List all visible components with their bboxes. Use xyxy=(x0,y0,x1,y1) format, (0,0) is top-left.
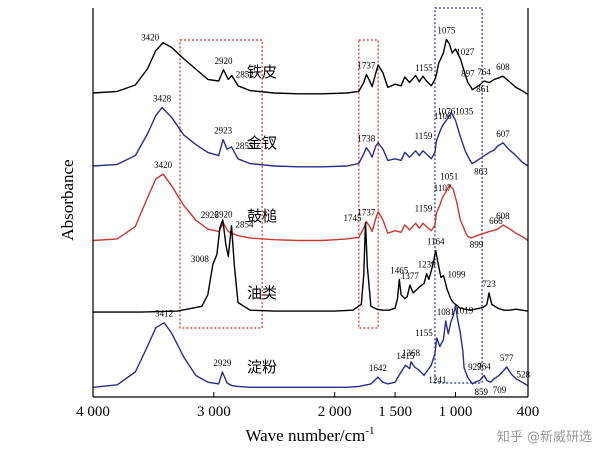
peak-label-2923: 2923 xyxy=(214,126,233,136)
x-tick-label: 1 500 xyxy=(378,404,412,420)
peak-label-2920: 2920 xyxy=(215,209,234,219)
series-label-5: 淀粉 xyxy=(247,358,277,376)
x-tick-label: 3 000 xyxy=(197,404,231,420)
peak-label-608: 608 xyxy=(496,62,510,72)
peak-label-1076: 1076 xyxy=(437,106,456,116)
peak-label-929: 929 xyxy=(468,362,482,372)
peak-label-1035: 1035 xyxy=(455,106,474,116)
peak-label-1737: 1737 xyxy=(357,61,376,71)
peak-label-1738: 1738 xyxy=(357,134,376,144)
peak-label-1155: 1155 xyxy=(415,63,433,73)
x-tick-label: 1 000 xyxy=(439,404,473,420)
peak-label-1745: 1745 xyxy=(344,213,363,223)
x-axis-title-text: Wave number/cm xyxy=(245,426,365,445)
peak-label-1368: 1368 xyxy=(402,348,421,358)
peak-label-899: 899 xyxy=(470,239,484,249)
series-line-3 xyxy=(92,173,529,242)
peak-label-2920: 2920 xyxy=(215,56,234,66)
series-line-5 xyxy=(92,305,529,388)
series-label-3: 鼓槌 xyxy=(247,207,277,225)
series-line-1 xyxy=(92,38,529,96)
highlight-region-2 xyxy=(358,39,379,329)
highlight-regions xyxy=(179,7,483,384)
peak-label-861: 861 xyxy=(476,84,490,94)
peak-label-608: 608 xyxy=(496,211,510,221)
peak-label-1051: 1051 xyxy=(440,172,458,182)
peak-label-1159: 1159 xyxy=(415,204,433,214)
x-ticks: 4 000 3 000 2 000 1 500 1 000 400 xyxy=(76,392,539,420)
peak-label-2852: 2852 xyxy=(236,69,254,79)
peak-label-1642: 1642 xyxy=(369,363,387,373)
peak-label-2926: 2926 xyxy=(201,210,220,220)
peak-label-2929: 2929 xyxy=(213,358,232,368)
peak-label-1377: 1377 xyxy=(401,271,420,281)
peak-label-3412: 3412 xyxy=(155,309,173,319)
peak-label-607: 607 xyxy=(496,129,510,139)
axes: 4 000 3 000 2 000 1 500 1 000 400 Wave number… xyxy=(58,8,539,445)
peak-label-1241: 1241 xyxy=(428,375,446,385)
peak-label-3008: 3008 xyxy=(191,254,210,264)
peak-label-3420: 3420 xyxy=(154,160,173,170)
series-line-2 xyxy=(92,106,529,168)
series-label-1: 铁皮 xyxy=(247,63,277,81)
peak-label-1465: 1465 xyxy=(390,265,409,275)
peak-label-1027: 1027 xyxy=(456,47,475,57)
peak-label-1415: 1415 xyxy=(396,351,415,361)
series-label-2: 金钗 xyxy=(247,134,277,152)
peak-label-2855: 2855 xyxy=(235,141,254,151)
x-axis-title-sup: -1 xyxy=(365,425,374,437)
y-axis-title: Absorbance xyxy=(58,159,77,240)
peak-label-1164: 1164 xyxy=(427,237,445,247)
spectra-series xyxy=(92,38,529,388)
peak-label-1159: 1159 xyxy=(415,131,433,141)
peak-label-1075: 1075 xyxy=(437,25,456,35)
x-tick-label: 2 000 xyxy=(318,404,352,420)
peak-label-577: 577 xyxy=(500,353,514,363)
peak-label-2854: 2854 xyxy=(236,220,255,230)
peak-label-723: 723 xyxy=(482,279,496,289)
peak-label-1155: 1155 xyxy=(415,328,433,338)
peak-label-709: 709 xyxy=(493,385,507,395)
peak-label-764: 764 xyxy=(477,67,491,77)
peak-label-863: 863 xyxy=(474,167,488,177)
peak-label-859: 859 xyxy=(475,387,489,397)
peak-label-1737: 1737 xyxy=(357,208,376,218)
x-tick-label: 400 xyxy=(517,404,540,420)
peak-label-764: 764 xyxy=(477,361,491,371)
peak-label-3420: 3420 xyxy=(141,33,160,43)
x-tick-label: 4 000 xyxy=(76,404,110,420)
peak-label-897: 897 xyxy=(461,69,475,79)
watermark-text: 知乎 @新威研选 xyxy=(497,429,592,445)
peak-label-1106: 1106 xyxy=(434,111,452,121)
x-axis-title: Wave number/cm-1 xyxy=(245,425,374,445)
highlight-region-3 xyxy=(434,7,483,384)
peak-label-1019: 1019 xyxy=(455,306,474,316)
peak-label-528: 528 xyxy=(517,369,531,379)
peak-label-666: 666 xyxy=(489,216,503,226)
series-line-4 xyxy=(93,219,529,313)
peak-label-1099: 1099 xyxy=(448,270,467,280)
peak-label-1107: 1107 xyxy=(434,183,452,193)
peak-label-1239: 1239 xyxy=(418,260,437,270)
series-label-4: 油类 xyxy=(247,284,277,302)
peak-label-3428: 3428 xyxy=(153,94,172,104)
peak-label-1081: 1081 xyxy=(437,307,455,317)
highlight-region-1 xyxy=(179,39,263,329)
